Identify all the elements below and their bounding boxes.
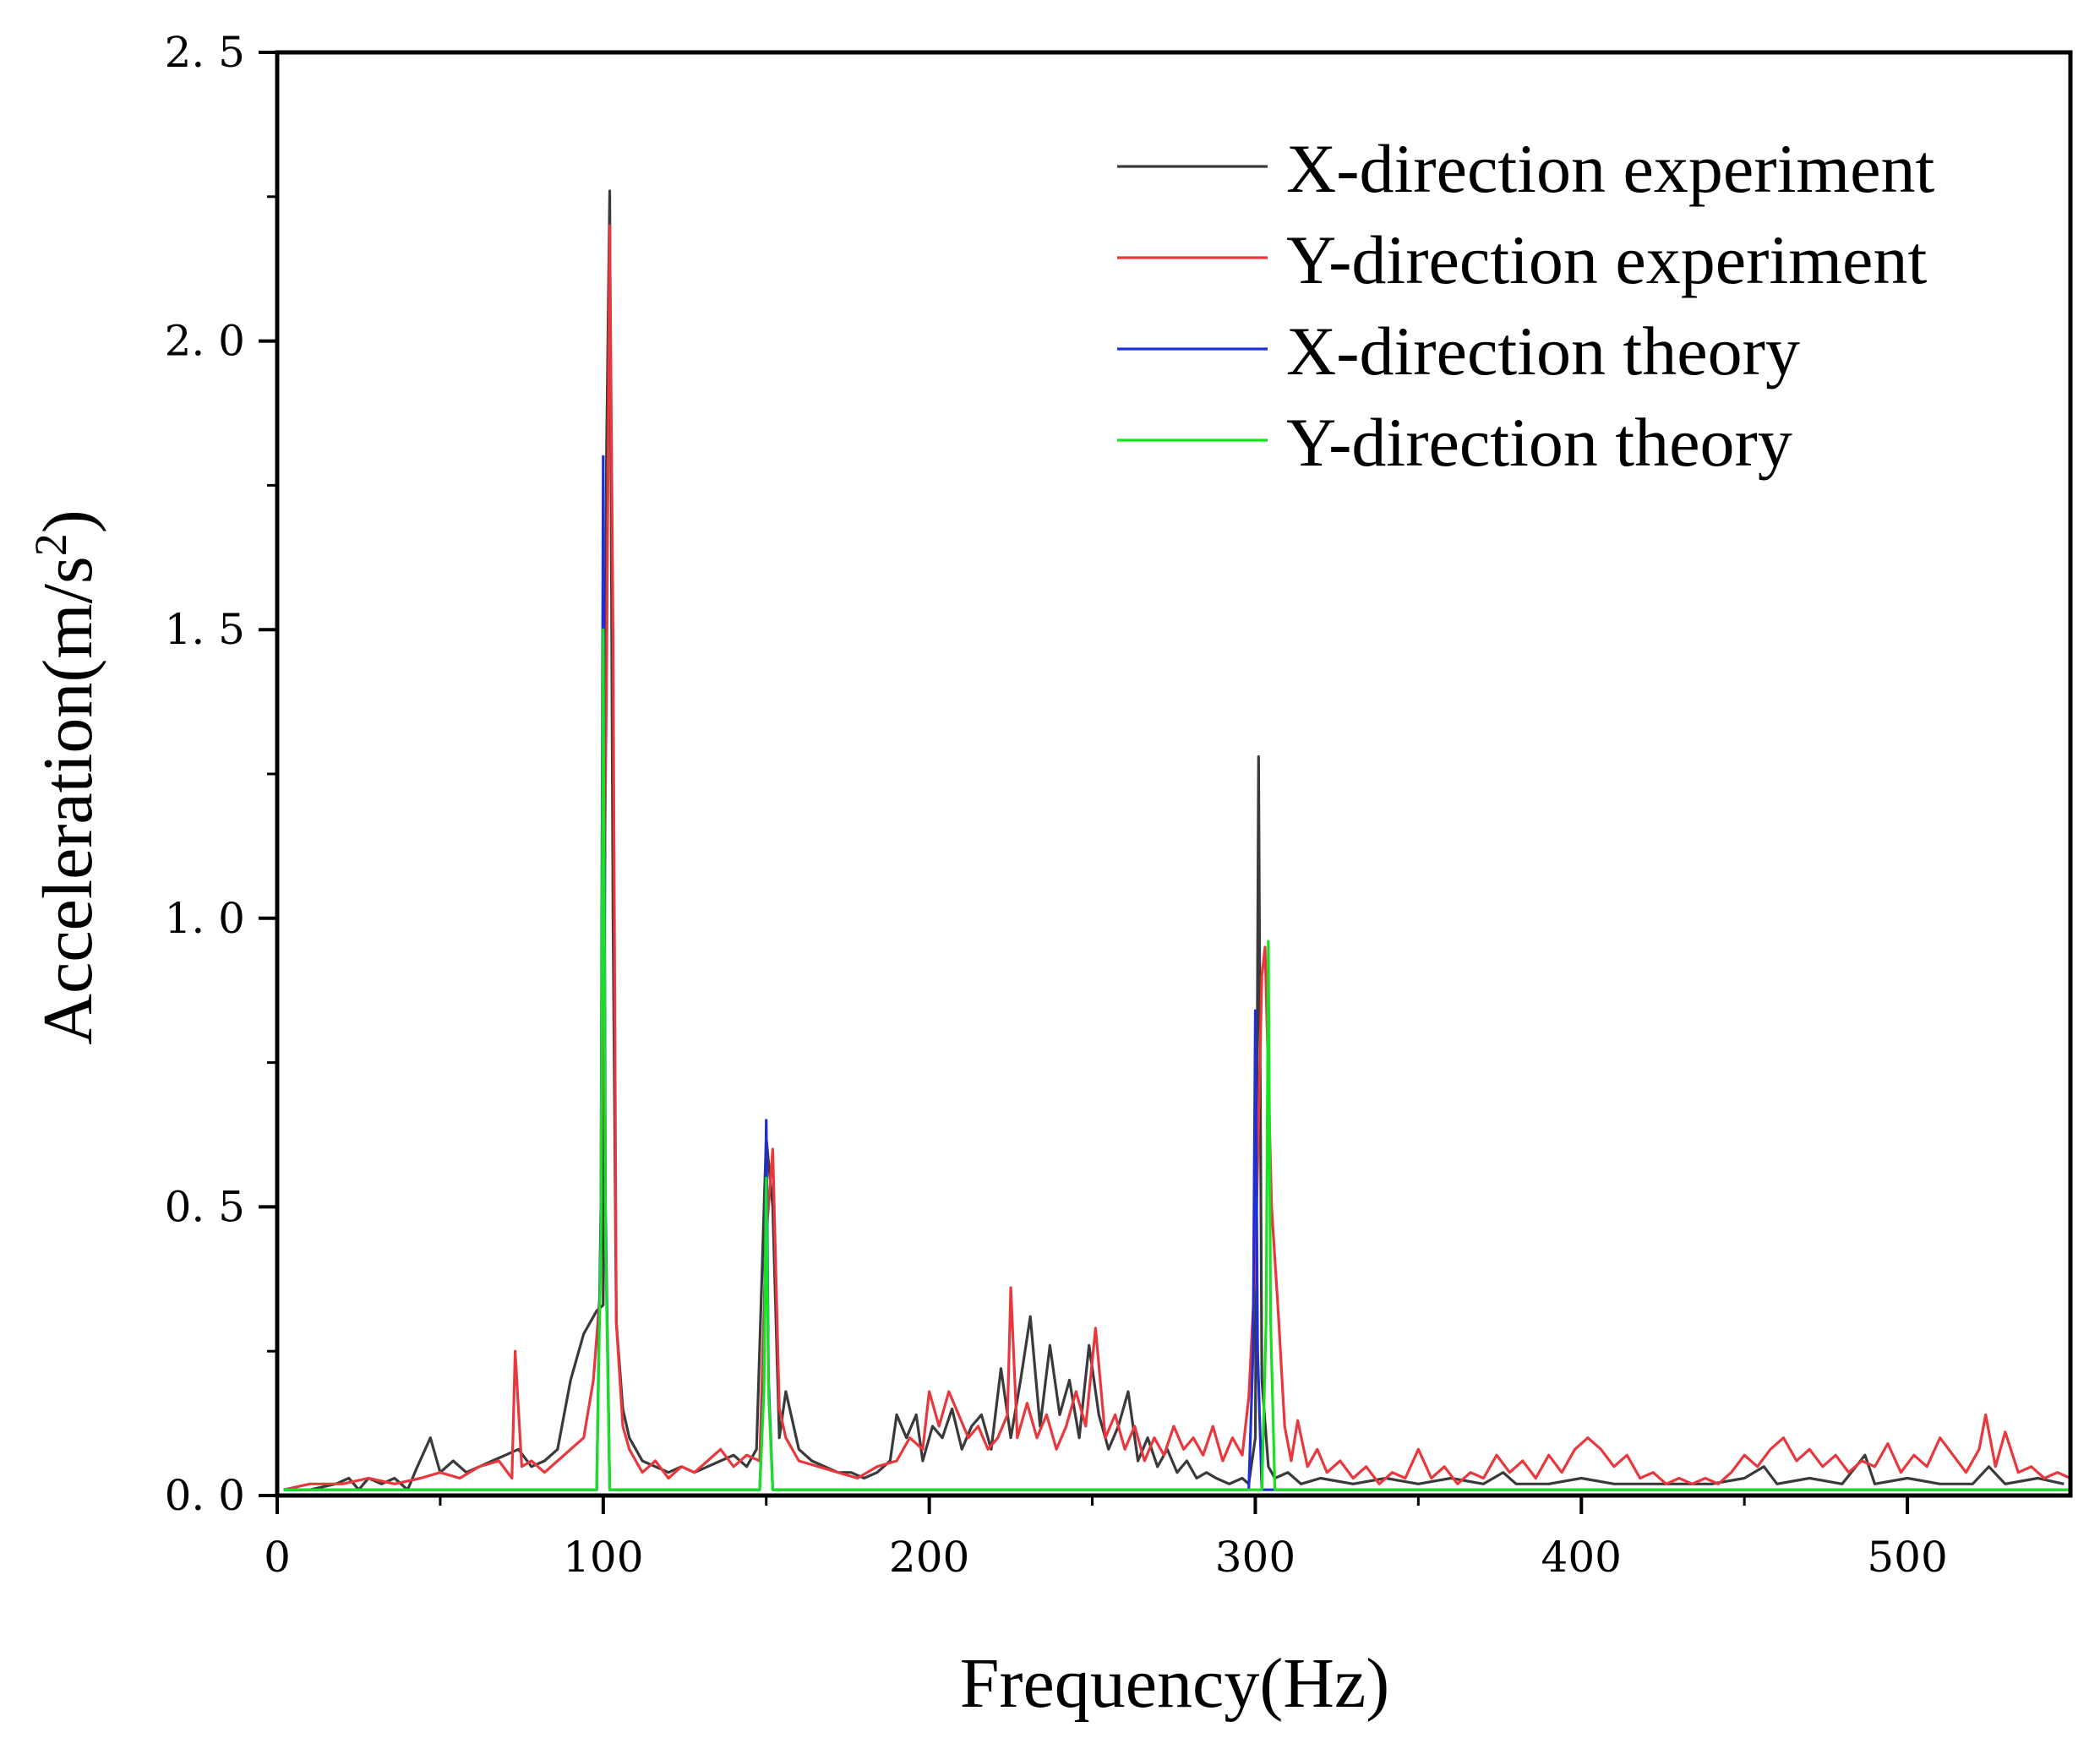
x-tick-label: 100 — [563, 1533, 643, 1582]
y-axis-title-close: ) — [29, 509, 107, 533]
legend-label-x-direction-theory: X-direction theory — [1286, 313, 1800, 390]
y-axis-title: Acceleration(m/s2) — [25, 509, 107, 1044]
y-axis-title-main: Acceleration(m/s — [29, 556, 107, 1044]
y-tick-label: 1. 5 — [165, 605, 245, 654]
legend-label-x-direction-experiment: X-direction experiment — [1286, 130, 1935, 207]
x-tick-label: 300 — [1215, 1533, 1295, 1582]
y-tick-label: 2. 0 — [165, 317, 245, 366]
x-tick-label: 0 — [264, 1533, 291, 1582]
series-line-x-direction-theory — [283, 455, 2070, 1491]
series-line-y-direction-theory — [283, 628, 2070, 1491]
x-tick-label: 200 — [889, 1533, 969, 1582]
x-axis-title: Frequency(Hz) — [960, 1644, 1389, 1723]
plot-area — [283, 189, 2070, 1491]
y-axis-title-superscript: 2 — [25, 533, 76, 556]
axes: 0 100 200 300 400 500 0. 0 0. 5 1. 0 1. 5 2. 0 2. 5 — [165, 28, 2073, 1582]
legend: X-direction experiment Y-direction experi… — [1117, 130, 1935, 481]
y-tick-label: 0. 0 — [165, 1471, 245, 1520]
x-tick-label: 400 — [1541, 1533, 1622, 1582]
legend-label-y-direction-theory: Y-direction theory — [1286, 404, 1792, 481]
series-line-x-direction-experiment — [283, 189, 2065, 1491]
series-line-y-direction-experiment — [283, 224, 2070, 1491]
y-tick-label: 1. 0 — [165, 894, 245, 943]
y-tick-label: 0. 5 — [165, 1182, 245, 1231]
y-tick-label: 2. 5 — [165, 28, 245, 77]
x-tick-label: 500 — [1867, 1533, 1947, 1582]
legend-label-y-direction-experiment: Y-direction experiment — [1286, 221, 1927, 298]
